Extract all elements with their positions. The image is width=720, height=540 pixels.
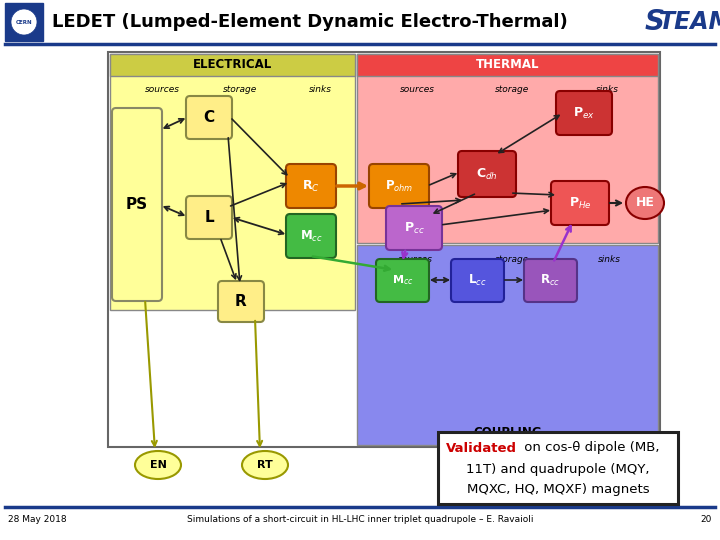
FancyBboxPatch shape bbox=[186, 96, 232, 139]
Text: sources: sources bbox=[145, 84, 179, 93]
Text: L$_{cc}$: L$_{cc}$ bbox=[468, 273, 487, 288]
Bar bbox=[108, 52, 660, 447]
Text: sinks: sinks bbox=[598, 255, 621, 265]
FancyBboxPatch shape bbox=[286, 164, 336, 208]
Text: R: R bbox=[235, 294, 247, 309]
Text: 20: 20 bbox=[701, 515, 712, 523]
Text: Simulations of a short-circuit in HL-LHC inner triplet quadrupole – E. Ravaioli: Simulations of a short-circuit in HL-LHC… bbox=[186, 515, 534, 523]
Text: MQXC, HQ, MQXF) magnets: MQXC, HQ, MQXF) magnets bbox=[467, 483, 649, 496]
Text: P$_{ohm}$: P$_{ohm}$ bbox=[384, 178, 413, 193]
Text: ELECTRICAL: ELECTRICAL bbox=[193, 58, 272, 71]
Text: RT: RT bbox=[257, 460, 273, 470]
FancyBboxPatch shape bbox=[376, 259, 429, 302]
FancyBboxPatch shape bbox=[286, 214, 336, 258]
Text: on cos-θ dipole (MB,: on cos-θ dipole (MB, bbox=[520, 442, 660, 455]
Bar bbox=[357, 54, 658, 76]
Text: sinks: sinks bbox=[308, 84, 331, 93]
Text: CERN: CERN bbox=[16, 19, 32, 24]
Text: TEAM: TEAM bbox=[659, 10, 720, 34]
FancyBboxPatch shape bbox=[112, 108, 162, 301]
Text: R$_{cc}$: R$_{cc}$ bbox=[541, 273, 561, 288]
FancyBboxPatch shape bbox=[218, 281, 264, 322]
Text: 28 May 2018: 28 May 2018 bbox=[8, 515, 67, 523]
Text: 11T) and quadrupole (MQY,: 11T) and quadrupole (MQY, bbox=[467, 463, 649, 476]
Text: LEDET (Lumped-Element Dynamic Electro-Thermal): LEDET (Lumped-Element Dynamic Electro-Th… bbox=[52, 13, 568, 31]
Ellipse shape bbox=[626, 187, 664, 219]
Text: C: C bbox=[204, 110, 215, 125]
Ellipse shape bbox=[135, 451, 181, 479]
Ellipse shape bbox=[242, 451, 288, 479]
Text: M$_{cc}$: M$_{cc}$ bbox=[300, 228, 323, 244]
Bar bbox=[110, 54, 355, 76]
Text: M$_{cc}$: M$_{cc}$ bbox=[392, 274, 413, 287]
FancyBboxPatch shape bbox=[458, 151, 516, 197]
Text: sinks: sinks bbox=[595, 84, 618, 93]
Text: L: L bbox=[204, 210, 214, 225]
Text: sources: sources bbox=[397, 255, 433, 265]
Bar bbox=[438, 432, 678, 504]
Text: P$_{cc}$: P$_{cc}$ bbox=[404, 220, 424, 235]
Text: storage: storage bbox=[223, 84, 257, 93]
Text: Validated: Validated bbox=[446, 442, 517, 455]
Bar bbox=[357, 245, 658, 445]
Text: THERMAL: THERMAL bbox=[476, 58, 539, 71]
Text: P$_{ex}$: P$_{ex}$ bbox=[573, 105, 595, 120]
Text: R$_C$: R$_C$ bbox=[302, 178, 320, 193]
FancyBboxPatch shape bbox=[524, 259, 577, 302]
Text: EN: EN bbox=[150, 460, 166, 470]
Bar bbox=[357, 54, 658, 243]
FancyBboxPatch shape bbox=[369, 164, 429, 208]
FancyBboxPatch shape bbox=[186, 196, 232, 239]
FancyBboxPatch shape bbox=[386, 206, 442, 250]
Text: HE: HE bbox=[636, 197, 654, 210]
Bar bbox=[110, 54, 355, 310]
Text: sources: sources bbox=[400, 84, 434, 93]
Text: S: S bbox=[645, 8, 665, 36]
Text: COUPLING: COUPLING bbox=[473, 427, 542, 440]
FancyBboxPatch shape bbox=[556, 91, 612, 135]
Text: storage: storage bbox=[495, 84, 529, 93]
Text: P$_{He}$: P$_{He}$ bbox=[569, 195, 591, 211]
FancyBboxPatch shape bbox=[551, 181, 609, 225]
FancyBboxPatch shape bbox=[451, 259, 504, 302]
Text: PS: PS bbox=[126, 197, 148, 212]
Text: storage: storage bbox=[495, 255, 529, 265]
Bar bbox=[5, 3, 43, 41]
Text: C$_{dh}$: C$_{dh}$ bbox=[476, 166, 498, 181]
Circle shape bbox=[11, 9, 37, 35]
